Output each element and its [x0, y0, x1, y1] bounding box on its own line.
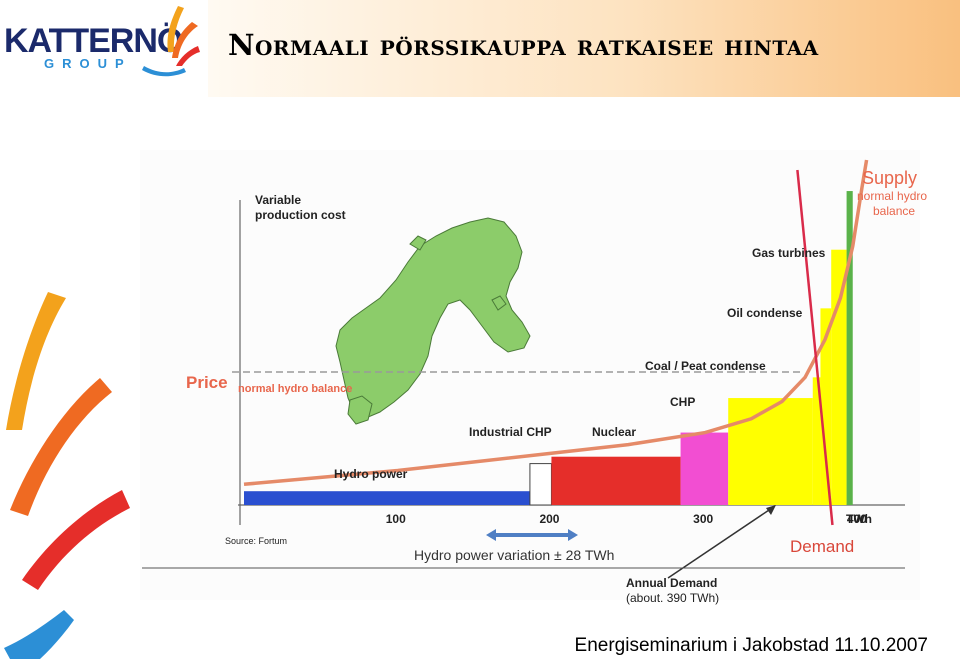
bar-gas-turbines-8 — [846, 191, 853, 506]
label-gas-turbines: Gas turbines — [752, 246, 826, 260]
chart-background — [140, 150, 920, 600]
katterno-logo-icon — [142, 6, 200, 77]
supply-sub-label-line2: balance — [873, 204, 915, 218]
logo-group-text: GROUP — [44, 56, 132, 71]
demand-line — [796, 169, 834, 526]
logo-name: KATTERNÖ — [4, 22, 183, 60]
bars-layer — [244, 191, 853, 506]
header: KATTERNÖ GROUP Normaali pörssikauppa rat… — [0, 0, 960, 100]
bar-industrial-chp-1 — [529, 463, 552, 506]
label-oil-condense: Oil condense — [727, 306, 803, 320]
y-axis-label-line2: production cost — [255, 208, 346, 222]
label-industrial-chp: Industrial CHP — [469, 425, 552, 439]
supply-curve — [243, 159, 869, 487]
source-label: Source: Fortum — [225, 536, 287, 546]
label-chp: CHP — [670, 395, 695, 409]
supply-label: Supply — [862, 168, 917, 188]
supply-sub-label-line1: normal hydro — [857, 189, 927, 203]
x-tick-labels: 100 200 300 400 — [386, 512, 868, 526]
decorative-swoosh-icon — [4, 292, 130, 659]
annual-demand-arrow-icon — [667, 505, 776, 579]
bar-oil-condense-6 — [820, 308, 832, 505]
title-band — [208, 0, 960, 97]
x-unit-label: TWh — [846, 512, 872, 526]
price-label: Price — [186, 373, 228, 392]
annual-demand-sub-label: (about. 390 TWh) — [626, 591, 719, 605]
demand-label: Demand — [790, 537, 854, 556]
footer-text: Energiseminarium i Jakobstad 11.10.2007 — [574, 635, 928, 656]
x-tick-100: 100 — [386, 512, 406, 526]
label-hydro-power: Hydro power — [334, 467, 408, 481]
x-tick-200: 200 — [539, 512, 559, 526]
bar-hydro-power-0 — [244, 491, 530, 505]
hydro-variation-label: Hydro power variation ± 28 TWh — [414, 547, 614, 563]
label-nuclear: Nuclear — [592, 425, 636, 439]
x-tick-300: 300 — [693, 512, 713, 526]
hydro-variation-arrow-icon — [486, 529, 578, 541]
annual-demand-label: Annual Demand — [626, 576, 717, 590]
price-sub-label: normal hydro balance — [238, 383, 352, 395]
y-axis-label-line1: Variable — [255, 193, 301, 207]
bar-coal-peat-condense-4 — [728, 398, 813, 505]
x-tick-400: 400 — [847, 512, 867, 526]
page-title: Normaali pörssikauppa ratkaisee hintaa — [228, 28, 819, 62]
nordic-map-icon — [335, 217, 531, 425]
bar-oil-condense-5 — [812, 377, 821, 505]
bar-nuclear-2 — [551, 456, 681, 505]
label-coal-peat: Coal / Peat condense — [645, 359, 766, 373]
bar-chp-3 — [680, 432, 729, 505]
